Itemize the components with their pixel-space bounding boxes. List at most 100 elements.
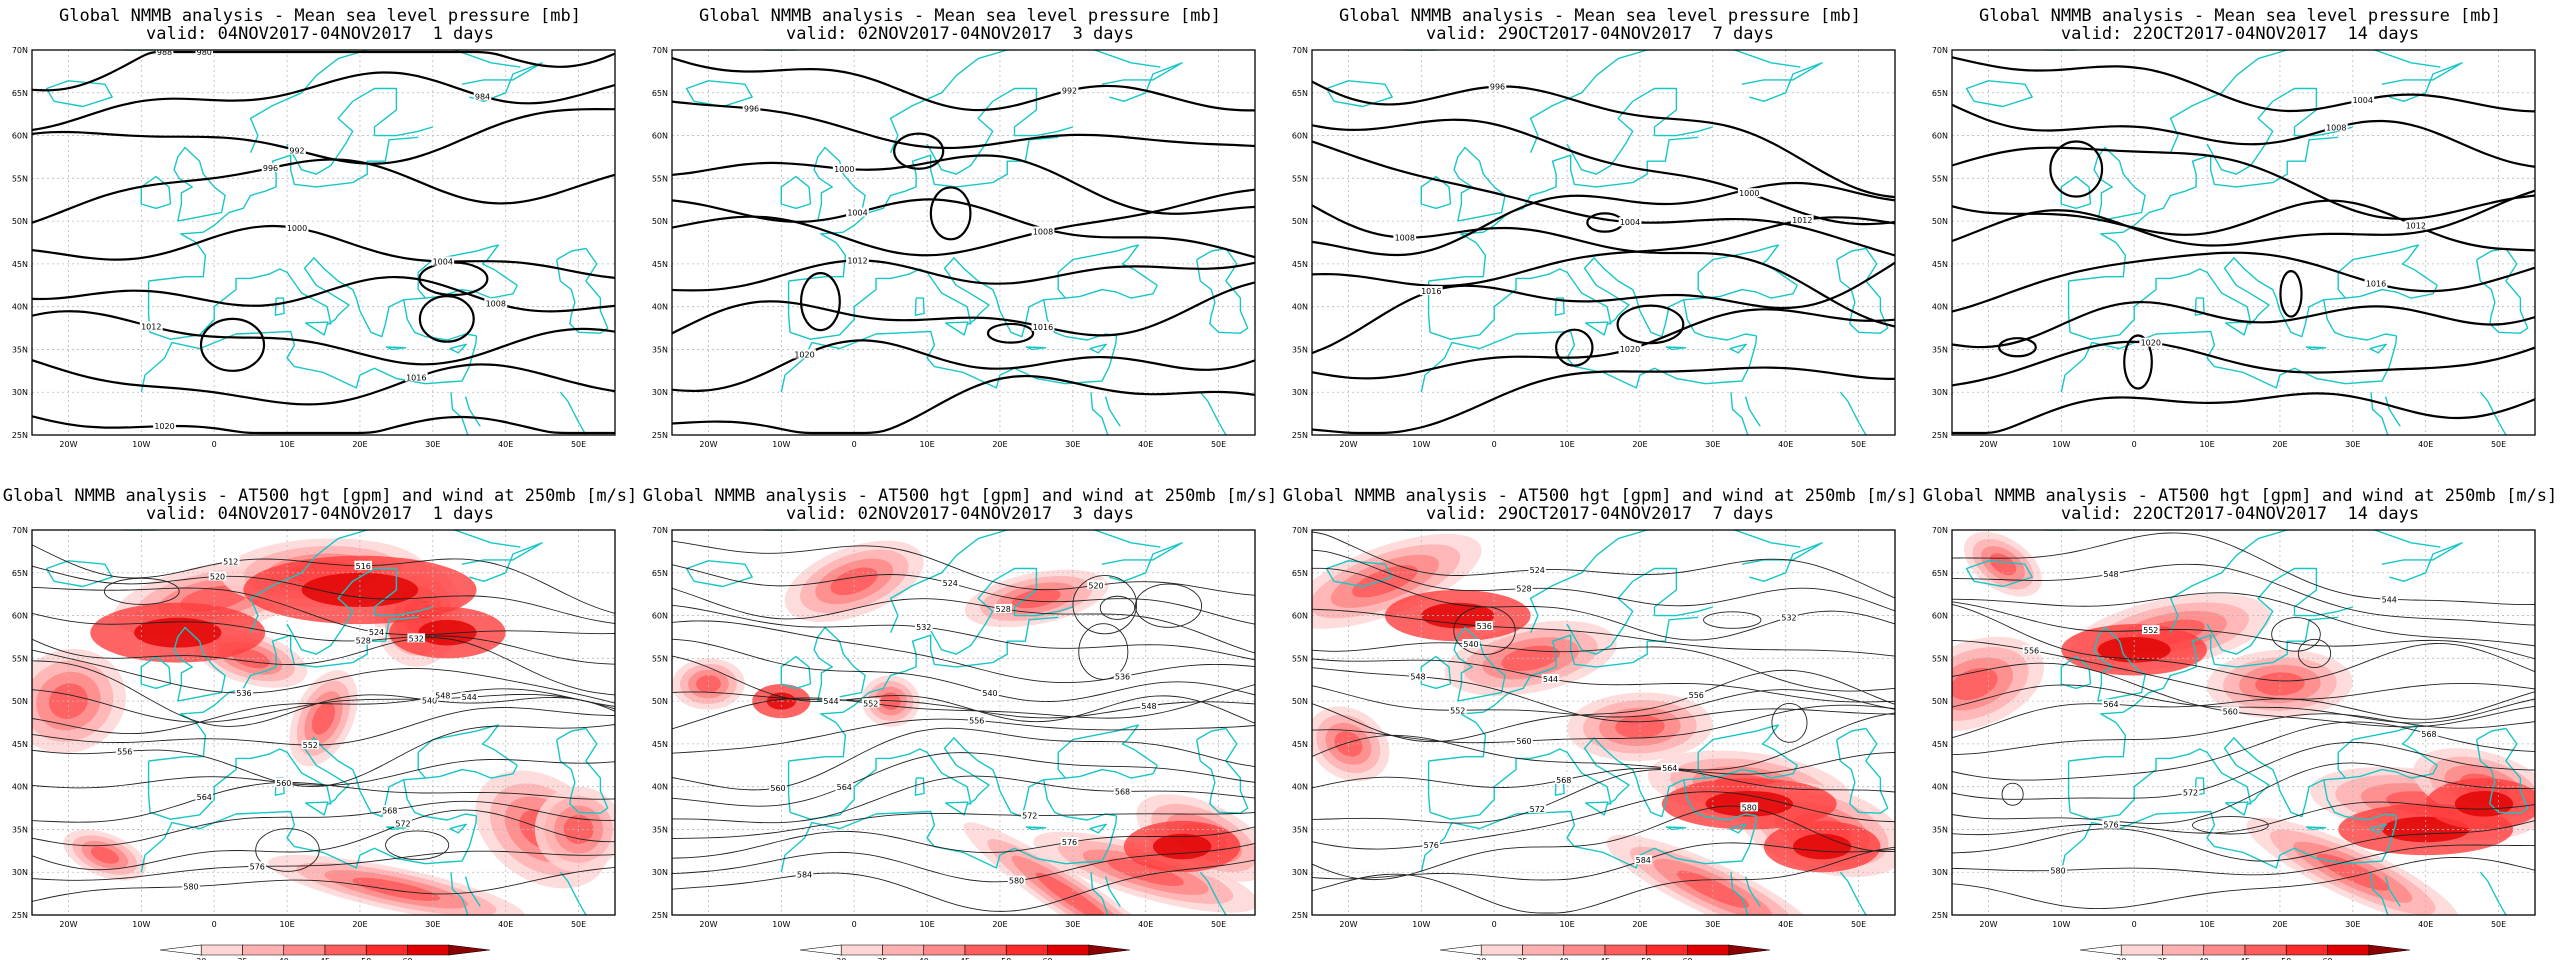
lon-tick-label: 20E <box>352 920 367 929</box>
colorbar-swatch <box>2203 944 2246 956</box>
lon-tick-label: 10E <box>2199 920 2214 929</box>
mslp-map-panel: 992 996 1000 1004 1008 1012 1016 1020 70N 65N 60N 5… <box>640 0 1280 480</box>
contour-label: 520 <box>1088 581 1103 590</box>
lon-tick-label: 30E <box>425 440 440 449</box>
lon-tick-label: 20W <box>1339 920 1357 929</box>
colorbar-swatch <box>1047 944 1090 956</box>
lon-tick-label: 20W <box>699 920 717 929</box>
contour-label: 556 <box>1689 691 1704 700</box>
map-frame <box>1311 49 1896 436</box>
contour-label: 556 <box>117 747 132 756</box>
contour-label: 528 <box>356 637 371 646</box>
colorbar-tick-label: 35 <box>877 957 887 960</box>
contour-label: 572 <box>2183 789 2198 798</box>
colorbar-swatch <box>1480 944 1523 956</box>
contour-label: 552 <box>863 699 878 708</box>
mslp-map-panel: 980 988 984 992 996 1000 1004 1008 1012 1016 1020 7… <box>0 0 640 480</box>
contour-label: 512 <box>223 557 238 566</box>
lat-tick-label: 35N <box>1292 825 1308 834</box>
colorbar-swatch <box>2244 944 2287 956</box>
lon-tick-label: 10W <box>1412 920 1430 929</box>
lat-tick-label: 35N <box>1932 345 1948 354</box>
lon-tick-label: 50E <box>2491 920 2506 929</box>
contour-label: 560 <box>2223 708 2238 717</box>
contour-label: 556 <box>969 717 984 726</box>
wind-speed-shading <box>1952 531 2535 915</box>
lon-tick-label: 20W <box>1979 920 1997 929</box>
contour-label: 560 <box>1516 737 1531 746</box>
lat-tick-label: 70N <box>12 526 28 535</box>
lat-tick-label: 40N <box>652 303 668 312</box>
colorbar-tick-label: 30 <box>196 957 206 960</box>
contour-label: 1008 <box>1033 227 1053 236</box>
contour-labels: 1004 1008 1012 1016 1020 <box>2139 94 2428 348</box>
map-frame <box>31 49 616 436</box>
isobars <box>32 50 615 435</box>
panel-title: Global NMMB analysis - Mean sea level pr… <box>699 6 1221 26</box>
contour-label: 536 <box>1115 673 1130 682</box>
contour-label: 572 <box>1022 811 1037 820</box>
contour-label: 544 <box>462 693 477 702</box>
lat-tick-label: 50N <box>1292 217 1308 226</box>
contour-label: 988 <box>157 48 172 57</box>
contour-labels: 544 548 552 556 560 564 568 572 576 580 <box>2022 569 2438 875</box>
lat-tick-label: 60N <box>12 612 28 621</box>
lon-tick-label: 10W <box>132 440 150 449</box>
contour-labels: 996 1000 1004 1008 1012 1016 1020 <box>1393 81 1814 354</box>
longitude-labels: 20W 10W 0 10E 20E 30E 40E 50E <box>1979 440 2506 449</box>
contour-labels: 980 988 984 992 996 1000 1004 1008 1012 1016 1020 <box>139 48 508 431</box>
lat-tick-label: 60N <box>652 612 668 621</box>
lon-tick-label: 20W <box>59 440 77 449</box>
contour-label: 576 <box>1062 838 1077 847</box>
colorbar-tick-label: 35 <box>1517 957 1527 960</box>
lat-tick-label: 50N <box>652 697 668 706</box>
contour-label: 548 <box>1410 673 1425 682</box>
contour-label: 544 <box>2382 595 2397 604</box>
lat-tick-label: 45N <box>652 260 668 269</box>
colorbar-swatch <box>1088 944 1131 956</box>
contour-label: 536 <box>1477 622 1492 631</box>
lat-tick-label: 70N <box>1932 526 1948 535</box>
contour-label: 524 <box>369 628 384 637</box>
lat-tick-label: 40N <box>12 303 28 312</box>
contour-label: 556 <box>2024 646 2039 655</box>
lon-tick-label: 50E <box>571 440 586 449</box>
lon-tick-label: 30E <box>1065 440 1080 449</box>
contour-label: 992 <box>289 146 304 155</box>
contour-labels: 520 524 528 532 536 540 544 548 552 556 560 564 568 5… <box>769 578 1158 886</box>
panel-title: Global NMMB analysis - AT500 hgt [gpm] a… <box>642 486 1278 506</box>
lat-tick-label: 30N <box>652 388 668 397</box>
lon-tick-label: 0 <box>212 440 217 449</box>
contour-label: 552 <box>303 741 318 750</box>
lat-tick-label: 30N <box>12 388 28 397</box>
contour-label: 1008 <box>2326 123 2346 132</box>
panel-title: Global NMMB analysis - Mean sea level pr… <box>1339 6 1861 26</box>
colorbar-tick-label: 45 <box>2240 957 2250 960</box>
lon-tick-label: 10E <box>919 920 934 929</box>
contour-label: 540 <box>422 696 437 705</box>
contour-label: 544 <box>1543 675 1558 684</box>
contour-label: 1012 <box>2406 222 2426 231</box>
lat-tick-label: 25N <box>1932 431 1948 440</box>
colorbar-swatch <box>324 944 367 956</box>
isobars <box>672 57 1255 435</box>
contour-label: 524 <box>1530 566 1545 575</box>
contour-label: 552 <box>2143 626 2158 635</box>
colorbar-swatch <box>923 944 966 956</box>
lon-tick-label: 10E <box>1559 440 1574 449</box>
colorbar-tick-label: 45 <box>320 957 330 960</box>
lon-tick-label: 10W <box>772 920 790 929</box>
lat-tick-label: 50N <box>652 217 668 226</box>
colorbar-swatch <box>2120 944 2163 956</box>
lon-tick-label: 20W <box>59 920 77 929</box>
lon-tick-label: 10W <box>2052 920 2070 929</box>
map-plot: 1004 1008 1012 1016 1020 70N 65N 60N 55N 50N 45N 40… <box>1932 46 2536 449</box>
lat-tick-label: 70N <box>1292 46 1308 55</box>
lat-tick-label: 30N <box>1292 388 1308 397</box>
lat-tick-label: 35N <box>652 345 668 354</box>
longitude-labels: 20W 10W 0 10E 20E 30E 40E 50E <box>59 920 586 929</box>
lon-tick-label: 40E <box>1138 440 1153 449</box>
colorbar-swatch <box>1522 944 1565 956</box>
mslp-map-panel: 996 1000 1004 1008 1012 1016 1020 70N 65N 60N 55N 5… <box>1280 0 1920 480</box>
colorbar-swatch <box>799 944 842 956</box>
